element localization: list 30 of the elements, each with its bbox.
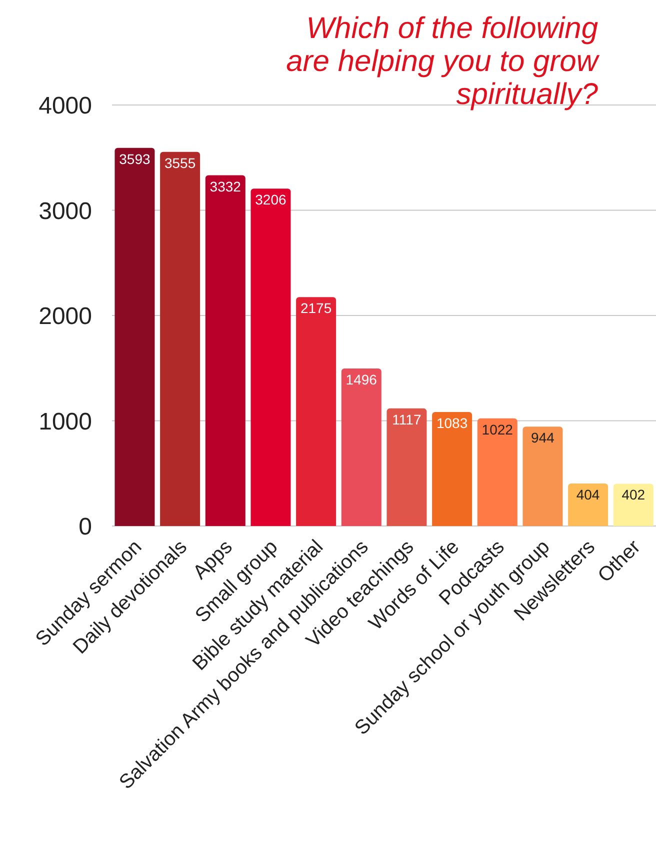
data-label: 3332: [210, 178, 242, 194]
data-label: 2175: [300, 300, 332, 316]
bar: [386, 408, 427, 526]
data-label: 1022: [482, 421, 514, 438]
bar: [568, 483, 608, 526]
bar: [341, 368, 382, 526]
y-tick-label: 2000: [38, 303, 92, 330]
bar: [613, 484, 654, 526]
y-tick-label: 1000: [38, 408, 92, 436]
data-label: 402: [622, 486, 646, 503]
data-label: 944: [531, 430, 555, 446]
chart-title: Which of the following are helping you to grow spiritually?: [285, 12, 598, 111]
data-label: 1117: [392, 411, 422, 428]
y-tick-label: 4000: [38, 92, 92, 120]
bar: [114, 148, 155, 526]
bar: [250, 188, 291, 526]
y-tick-label: 0: [78, 514, 92, 541]
data-label: 3555: [164, 154, 196, 171]
y-tick-label: 3000: [38, 198, 92, 225]
bar: [522, 426, 563, 526]
data-label: 1083: [436, 415, 468, 432]
bar: [477, 418, 518, 526]
bar: [296, 297, 336, 526]
bar: [432, 412, 472, 526]
data-label: 404: [576, 486, 600, 502]
bar: [160, 152, 200, 526]
bar: [205, 175, 246, 526]
data-label: 3206: [255, 192, 286, 208]
data-label: 1496: [346, 372, 378, 388]
data-label: 3593: [119, 150, 150, 167]
